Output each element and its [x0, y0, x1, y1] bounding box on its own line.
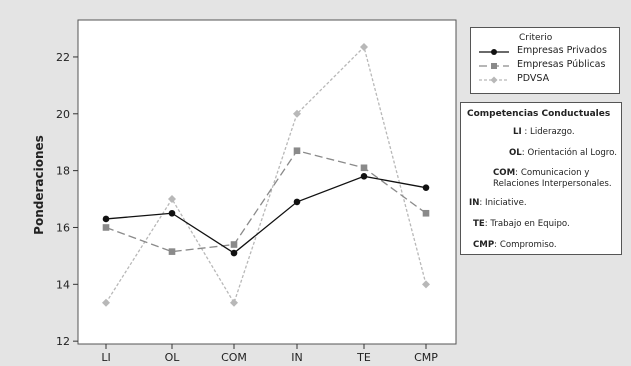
- data-point: [168, 195, 176, 204]
- legend-item-empresas-publicas: Empresas Públicas: [477, 59, 619, 73]
- data-point: [230, 249, 238, 257]
- x-tick-label: COM: [221, 351, 247, 364]
- data-point: [102, 215, 110, 223]
- competencia-sep: :: [521, 148, 528, 158]
- legend-swatch-empresas-publicas: [479, 63, 509, 69]
- x-tick-label: OL: [165, 351, 181, 364]
- x-tick-label: CMP: [414, 351, 438, 364]
- competencia-com: COM: Comunicacion y Relaciones Interpers…: [493, 168, 621, 190]
- data-point: [168, 248, 176, 255]
- y-tick-label: 14: [56, 278, 70, 291]
- y-tick-label: 18: [56, 165, 70, 178]
- data-point: [422, 280, 430, 289]
- data-point: [422, 184, 430, 191]
- y-tick-label: 20: [56, 108, 70, 121]
- x-axis: LI OL COM IN TE CMP: [101, 344, 438, 364]
- competencia-ol: OL: Orientación al Logro.: [509, 148, 631, 159]
- data-point: [293, 109, 301, 118]
- y-tick-label: 16: [56, 221, 70, 234]
- series-line: [105, 175, 427, 254]
- competencia-code: OL: [509, 148, 522, 158]
- competencias-title: Competencias Conductuales: [467, 109, 611, 119]
- series-1: [102, 147, 430, 255]
- data-point: [102, 298, 110, 307]
- competencias-panel: Competencias Conductuales LI : Liderazgo…: [460, 102, 622, 255]
- competencia-desc: Liderazgo.: [530, 127, 575, 137]
- data-point: [422, 209, 430, 217]
- data-point: [293, 147, 301, 155]
- competencia-code: LI: [513, 127, 522, 137]
- series-layer: [102, 43, 430, 307]
- x-tick-label: LI: [101, 351, 110, 364]
- data-point: [360, 164, 368, 172]
- competencia-desc: Trabajo en Equipo.: [490, 219, 570, 229]
- competencia-sep: :: [494, 240, 500, 250]
- competencia-code: COM: [493, 168, 516, 178]
- data-point: [360, 43, 368, 51]
- legend: Criterio Empresas Privados Empresas Públ…: [470, 27, 620, 94]
- series-0: [102, 173, 430, 257]
- competencia-desc: Orientación al Logro.: [527, 148, 617, 158]
- competencia-sep: :: [521, 127, 531, 137]
- legend-item-empresas-privados: Empresas Privados: [477, 45, 619, 59]
- data-point: [102, 224, 110, 231]
- y-axis-label: Ponderaciones: [32, 135, 46, 235]
- legend-label-pdvsa: PDVSA: [517, 73, 550, 84]
- competencia-sep: :: [484, 219, 491, 229]
- legend-label-empresas-publicas: Empresas Públicas: [517, 59, 606, 70]
- series-line: [105, 149, 427, 253]
- legend-title: Criterio: [519, 33, 553, 43]
- y-axis: 12 14 16 18 20 22: [56, 51, 78, 348]
- competencia-sep: :: [515, 168, 521, 178]
- legend-swatch-empresas-privados: [479, 49, 509, 55]
- competencia-li: LI : Liderazgo.: [513, 127, 631, 138]
- competencia-in: IN: Iniciative.: [469, 198, 621, 209]
- competencia-code: CMP: [473, 240, 495, 250]
- competencia-te: TE: Trabajo en Equipo.: [473, 219, 625, 230]
- competencia-desc: Compromiso.: [499, 240, 557, 250]
- data-point: [230, 241, 238, 248]
- data-point: [230, 298, 238, 307]
- competencia-desc: Comunicacion y Relaciones Interpersonale…: [493, 168, 612, 189]
- y-tick-label: 22: [56, 51, 70, 64]
- competencia-code: IN: [469, 198, 480, 208]
- competencia-code: TE: [473, 219, 485, 229]
- data-point: [168, 209, 176, 217]
- legend-swatch-pdvsa: [479, 76, 509, 84]
- y-tick-label: 12: [56, 335, 70, 348]
- x-tick-label: TE: [356, 351, 371, 364]
- series-line: [105, 45, 427, 305]
- legend-item-pdvsa: PDVSA: [477, 73, 619, 87]
- legend-label-empresas-privados: Empresas Privados: [517, 45, 607, 56]
- competencia-sep: :: [479, 198, 486, 208]
- x-tick-label: IN: [291, 351, 302, 364]
- data-point: [360, 173, 368, 180]
- series-2: [102, 43, 430, 307]
- data-point: [293, 198, 301, 206]
- competencia-cmp: CMP: Compromiso.: [473, 240, 625, 251]
- competencia-desc: Iniciative.: [485, 198, 527, 208]
